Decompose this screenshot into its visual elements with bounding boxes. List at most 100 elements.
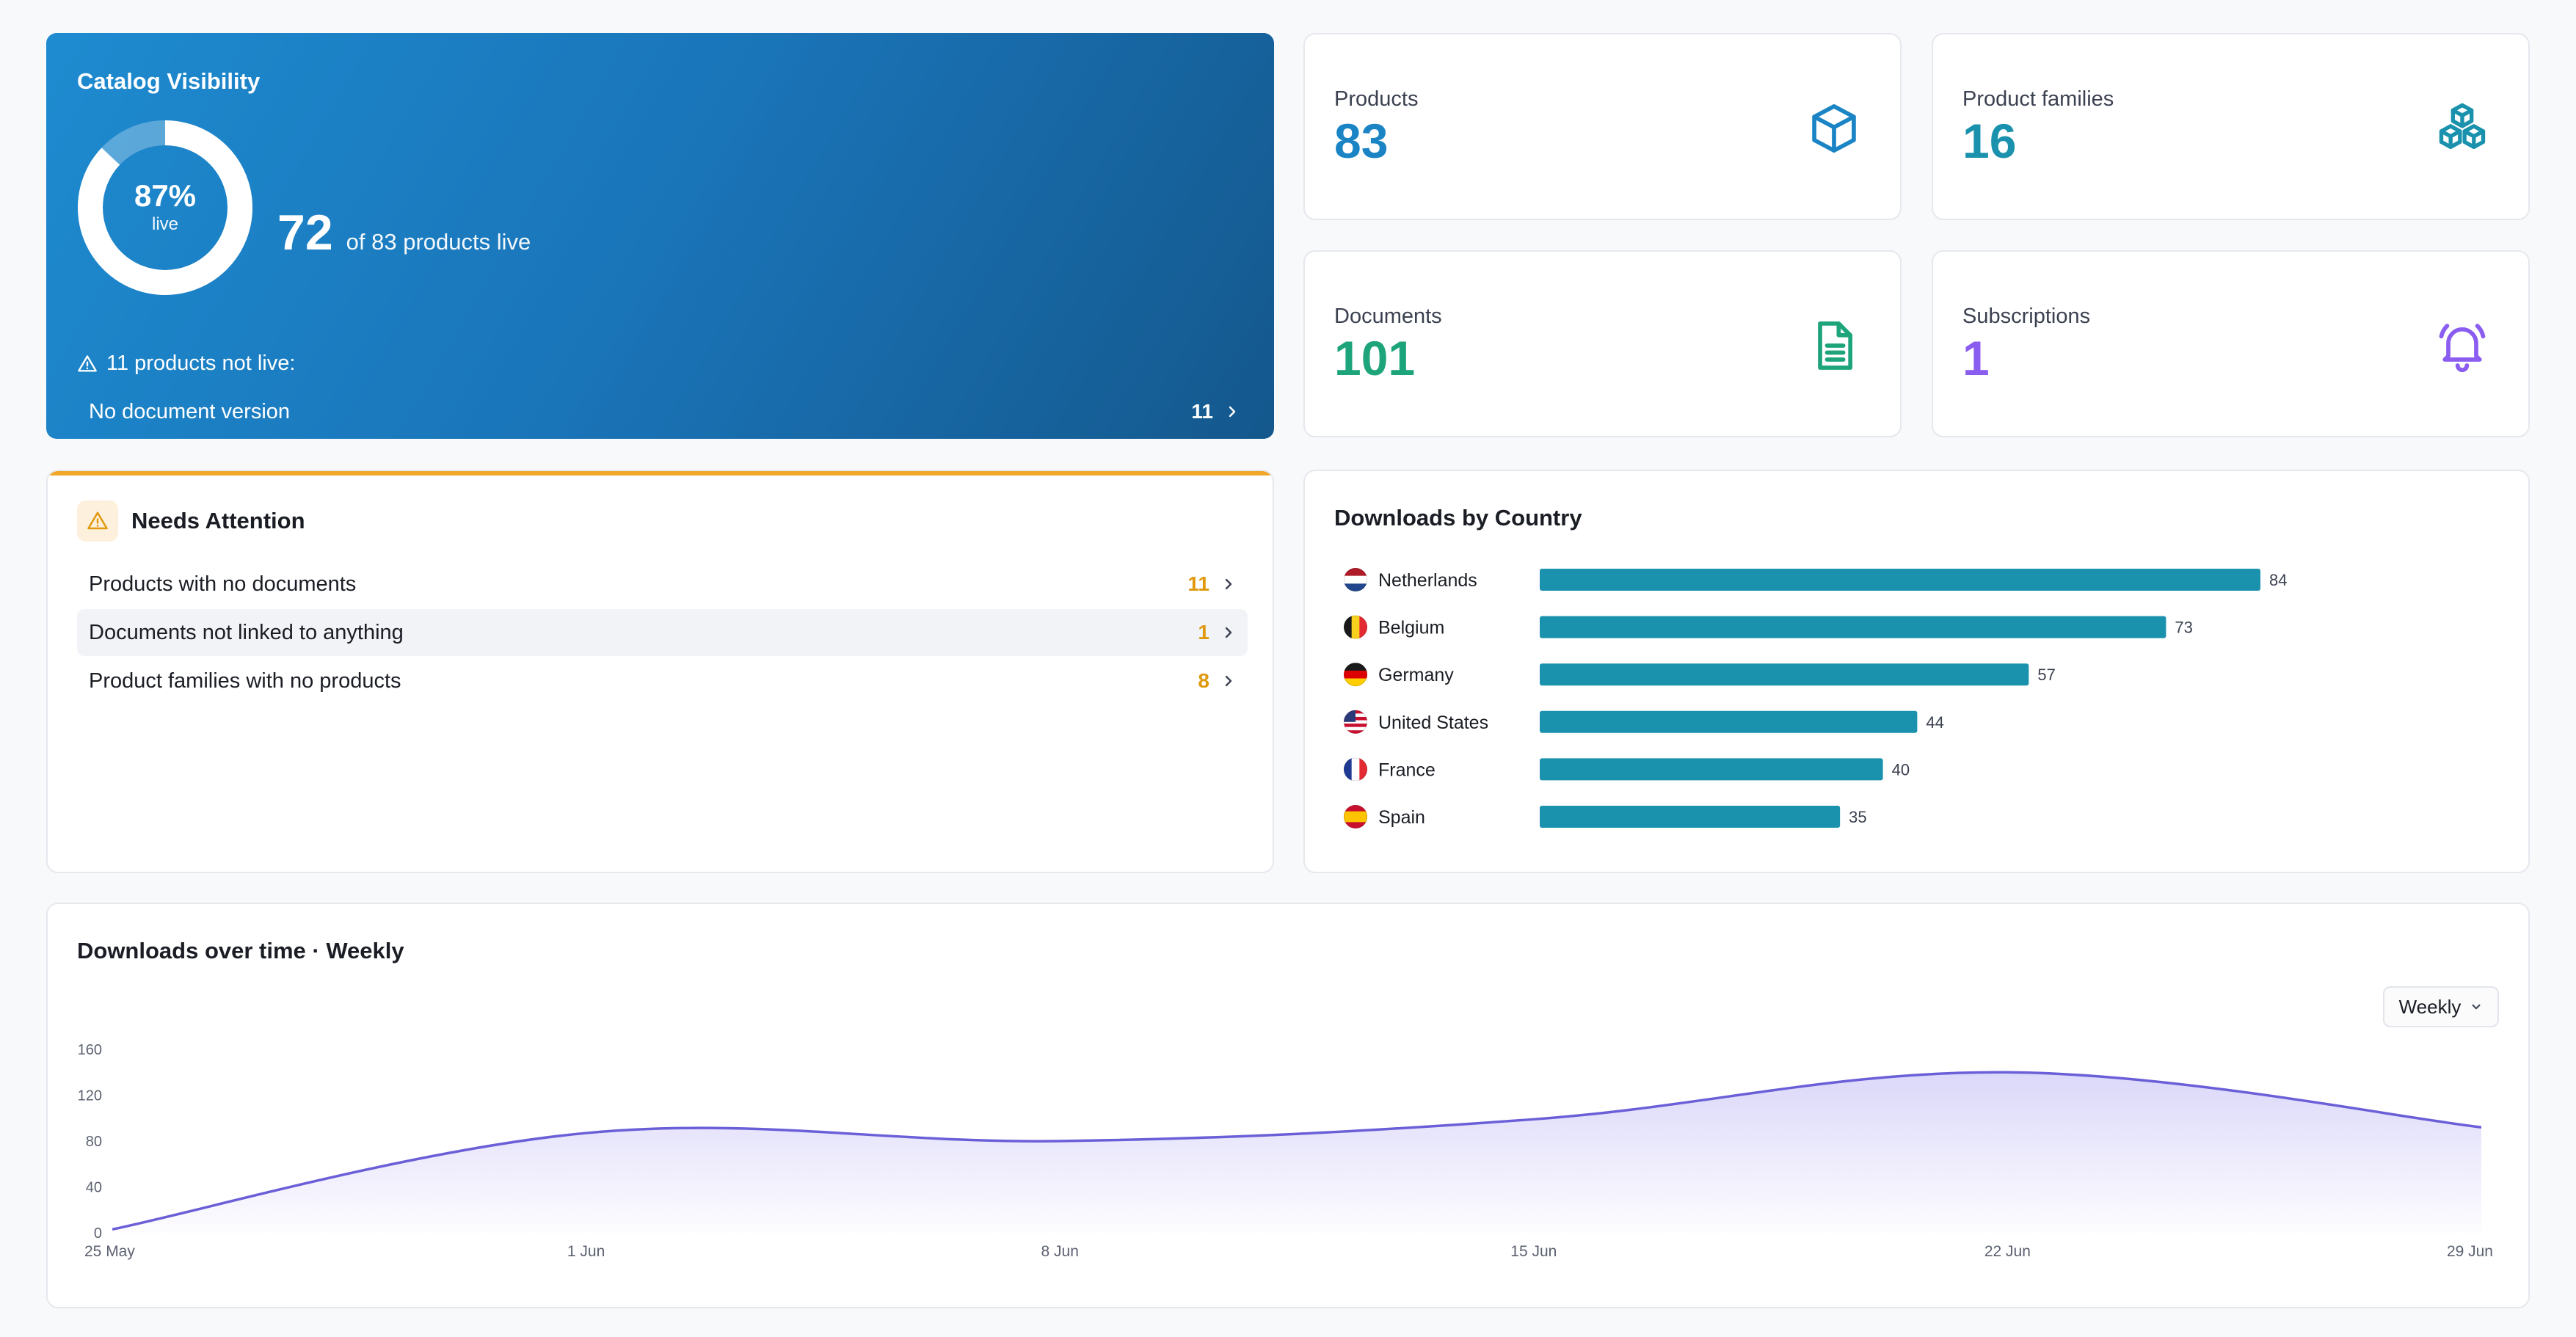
attention-item-count: 11 xyxy=(1187,572,1209,595)
attention-header: Needs Attention xyxy=(77,500,305,542)
product-families-stat-card[interactable]: Product families 16 xyxy=(1932,33,2530,220)
attention-item-label: Product families with no products xyxy=(89,668,401,693)
downloads-over-time-card: 0 40 80 120 160 25 May 1 Jun 8 Jun 15 Jun 22 Jun 2… xyxy=(46,903,2530,1308)
time-chart-title: Downloads over time · Weekly xyxy=(77,938,404,963)
flag-es-icon xyxy=(1344,805,1367,828)
flag-be-icon xyxy=(1344,615,1367,639)
attention-item-unlinked-documents[interactable]: Documents not linked to anything 1 xyxy=(77,609,1248,656)
warning-triangle-icon xyxy=(87,511,108,530)
donut-percent: 87% xyxy=(134,178,197,213)
bell-ring-icon xyxy=(2439,324,2486,373)
country-value-label: 73 xyxy=(2175,619,2192,637)
chevron-down-icon xyxy=(2472,1004,2481,1010)
donut-live-arc xyxy=(78,120,252,295)
country-label: France xyxy=(1378,759,1436,780)
stat-label: Products xyxy=(1334,87,1419,111)
downloads-area-fill xyxy=(112,1072,2481,1233)
y-tick-label: 120 xyxy=(78,1088,102,1104)
catalog-visibility-card: Catalog Visibility 87% live 72 of 83 pro… xyxy=(46,33,1274,439)
products-stat-card[interactable]: Products 83 xyxy=(1303,33,1902,220)
flag-de-icon xyxy=(1344,663,1367,687)
y-tick-label: 160 xyxy=(78,1042,102,1058)
flag-us-icon xyxy=(1344,710,1367,734)
country-label: Belgium xyxy=(1378,618,1444,638)
x-tick-label: 8 Jun xyxy=(1041,1243,1079,1260)
warning-triangle-icon xyxy=(78,354,97,371)
country-value-label: 57 xyxy=(2037,666,2055,684)
x-tick-label: 22 Jun xyxy=(1984,1243,2031,1260)
country-value-label: 35 xyxy=(1849,808,1866,826)
country-row: Germany 57 xyxy=(1344,663,2056,687)
chevron-right-icon xyxy=(1225,627,1232,638)
country-bar[interactable] xyxy=(1540,806,1841,828)
country-bar-chart: Netherlands 84 Belgium 73 Germany 57 United St… xyxy=(1344,568,2287,828)
country-value-label: 84 xyxy=(2269,571,2287,589)
y-tick-label: 80 xyxy=(86,1134,102,1150)
stat-label: Documents xyxy=(1334,305,1442,328)
y-tick-label: 0 xyxy=(94,1225,102,1242)
needs-attention-card: Needs Attention Products with no documen… xyxy=(46,470,1274,873)
no-document-version-row[interactable]: No document version 11 xyxy=(77,384,1251,440)
documents-stat-card[interactable]: Documents 101 xyxy=(1303,250,1902,437)
not-live-notice: 11 products not live: xyxy=(77,351,295,376)
catalog-visibility-title: Catalog Visibility xyxy=(77,68,261,94)
country-bar[interactable] xyxy=(1540,710,1918,733)
stat-value: 83 xyxy=(1334,114,1389,168)
downloads-line[interactable] xyxy=(112,1071,2482,1231)
country-chart-title: Downloads by Country xyxy=(1334,505,1582,531)
live-count: 72 xyxy=(277,205,333,261)
cube-icon xyxy=(1812,104,1856,153)
document-icon xyxy=(1818,321,1853,370)
attention-item-empty-families[interactable]: Product families with no products 8 xyxy=(77,657,1248,704)
attention-item-right: 8 xyxy=(1198,669,1236,693)
country-bar[interactable] xyxy=(1540,663,2029,686)
x-tick-label: 15 Jun xyxy=(1510,1243,1557,1260)
x-tick-label: 25 May xyxy=(84,1243,135,1260)
not-live-text: 11 products not live: xyxy=(106,351,296,375)
subscriptions-stat-card[interactable]: Subscriptions 1 xyxy=(1932,250,2530,437)
row-count: 11 xyxy=(1191,400,1213,423)
stat-value: 101 xyxy=(1334,331,1416,385)
y-tick-label: 40 xyxy=(86,1180,102,1196)
country-bar[interactable] xyxy=(1540,616,2166,638)
country-row: Belgium 73 xyxy=(1344,615,2193,639)
attention-badge xyxy=(77,500,118,542)
country-row: Spain 35 xyxy=(1344,805,1867,828)
attention-item-products-no-documents[interactable]: Products with no documents 11 xyxy=(77,561,1248,608)
downloads-by-country-card: Netherlands 84 Belgium 73 Germany 57 United St… xyxy=(1303,470,2530,873)
stat-value: 1 xyxy=(1962,331,1990,385)
interval-select-value: Weekly xyxy=(2398,995,2462,1018)
flag-fr-icon xyxy=(1344,757,1367,782)
visibility-donut xyxy=(78,120,252,295)
country-label: United States xyxy=(1378,713,1488,733)
stat-label: Subscriptions xyxy=(1962,305,2091,328)
country-row: Netherlands 84 xyxy=(1344,568,2287,591)
attention-item-label: Products with no documents xyxy=(89,572,357,596)
attention-accent-bar xyxy=(48,471,1273,476)
interval-select[interactable]: Weekly xyxy=(2383,986,2499,1027)
country-label: Netherlands xyxy=(1378,570,1477,591)
country-row: United States 44 xyxy=(1344,710,1944,734)
country-label: Spain xyxy=(1378,807,1425,828)
x-tick-label: 1 Jun xyxy=(567,1243,605,1260)
stat-label: Product families xyxy=(1962,87,2114,111)
country-value-label: 40 xyxy=(1892,760,1910,779)
live-summary: 72 of 83 products live xyxy=(277,208,531,258)
attention-item-count: 8 xyxy=(1198,669,1209,692)
stat-value: 16 xyxy=(1962,114,2017,168)
attention-title: Needs Attention xyxy=(131,508,305,533)
attention-item-count: 1 xyxy=(1198,621,1209,644)
row-count-wrap: 11 xyxy=(1191,400,1240,423)
country-row: France 40 xyxy=(1344,757,1910,782)
attention-item-right: 11 xyxy=(1187,572,1236,596)
row-label: No document version xyxy=(89,399,291,423)
live-text: of 83 products live xyxy=(346,229,531,255)
downloads-area-chart: 0 40 80 120 160 25 May 1 Jun 8 Jun 15 Jun 22 Jun 2… xyxy=(78,1042,2493,1260)
country-bar[interactable] xyxy=(1540,758,1883,781)
country-bar[interactable] xyxy=(1540,569,2260,591)
attention-list: Products with no documents 11 Documents … xyxy=(77,561,1248,706)
attention-item-right: 1 xyxy=(1198,621,1236,644)
chevron-right-icon xyxy=(1229,406,1236,418)
country-value-label: 44 xyxy=(1926,713,1943,732)
